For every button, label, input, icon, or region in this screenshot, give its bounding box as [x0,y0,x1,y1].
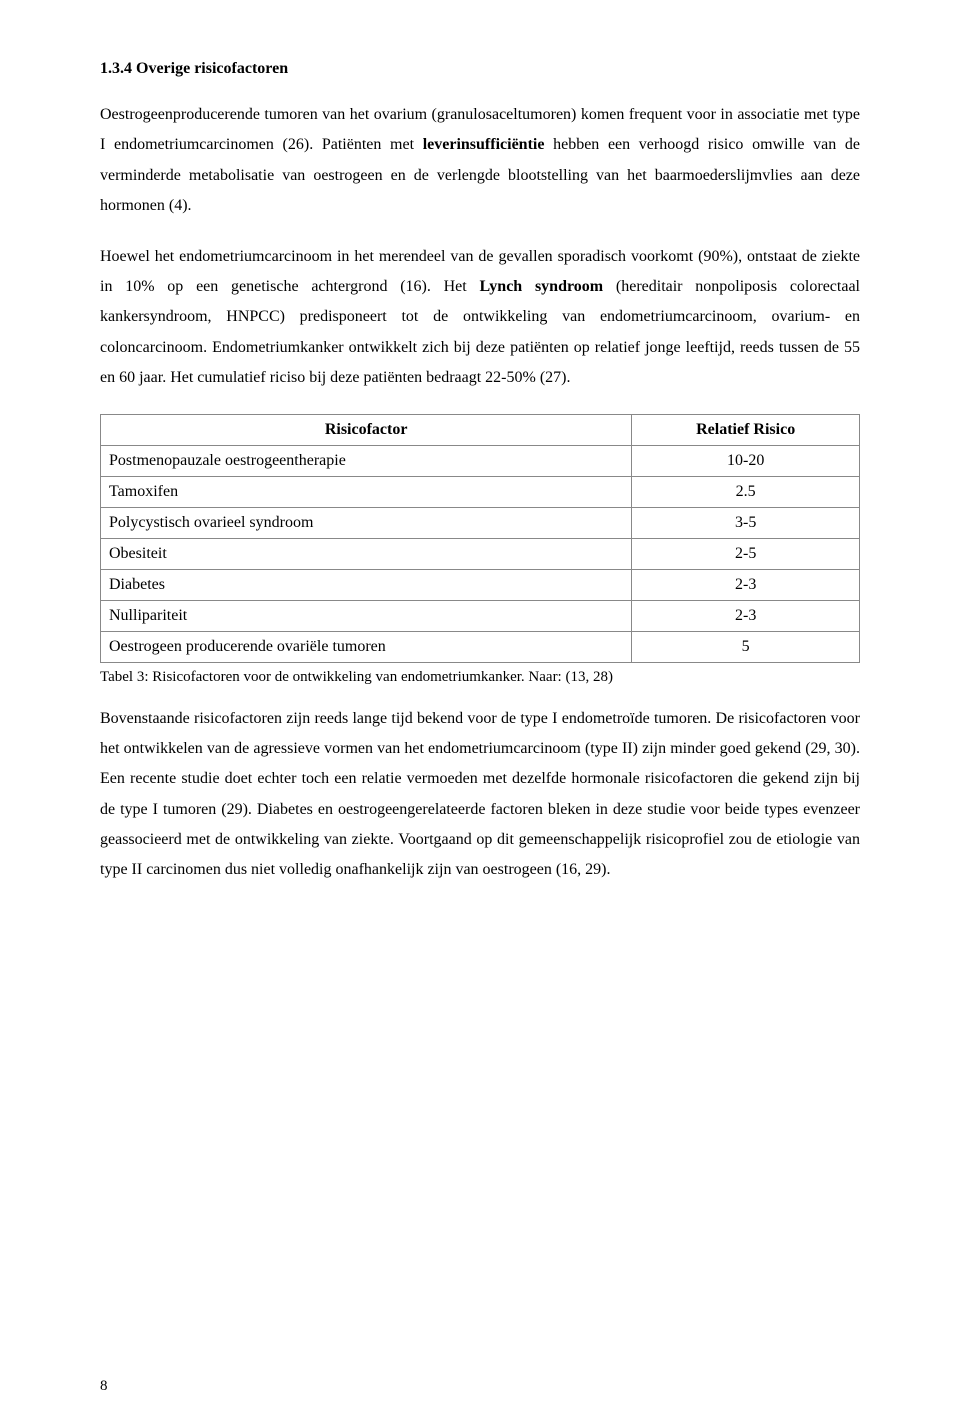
table-header-factor: Risicofactor [101,414,632,445]
paragraph-1: Oestrogeenproducerende tumoren van het o… [100,100,860,222]
para2-bold-term: Lynch syndroom [480,278,604,295]
para1-bold-term: leverinsufficiëntie [423,136,545,153]
table-cell-risk: 2.5 [632,476,860,507]
table-cell-factor: Postmenopauzale oestrogeentherapie [101,445,632,476]
table-row: Oestrogeen producerende ovariële tumoren… [101,631,860,662]
para1-text-1: Oestrogeenproducerende tumoren [100,106,318,123]
section-heading: 1.3.4 Overige risicofactoren [100,60,860,78]
table-cell-risk: 2-3 [632,569,860,600]
table-cell-factor: Oestrogeen producerende ovariële tumoren [101,631,632,662]
paragraph-2: Hoewel het endometriumcarcinoom in het m… [100,242,860,394]
table-header-risk: Relatief Risico [632,414,860,445]
table-cell-risk: 2-5 [632,538,860,569]
page-number: 8 [100,1378,108,1395]
table-row: Postmenopauzale oestrogeentherapie 10-20 [101,445,860,476]
table-row: Polycystisch ovarieel syndroom 3-5 [101,507,860,538]
table-cell-factor: Polycystisch ovarieel syndroom [101,507,632,538]
table-row: Tamoxifen 2.5 [101,476,860,507]
table-cell-risk: 2-3 [632,600,860,631]
table-row: Diabetes 2-3 [101,569,860,600]
document-page: 1.3.4 Overige risicofactoren Oestrogeenp… [0,0,960,1427]
table-row: Obesiteit 2-5 [101,538,860,569]
paragraph-3: Bovenstaande risicofactoren zijn reeds l… [100,704,860,886]
table-cell-factor: Obesiteit [101,538,632,569]
table-caption: Tabel 3: Risicofactoren voor de ontwikke… [100,669,860,686]
table-cell-risk: 5 [632,631,860,662]
table-cell-factor: Nullipariteit [101,600,632,631]
risk-factor-table: Risicofactor Relatief Risico Postmenopau… [100,414,860,663]
table-cell-risk: 10-20 [632,445,860,476]
table-row: Nullipariteit 2-3 [101,600,860,631]
table-cell-risk: 3-5 [632,507,860,538]
table-cell-factor: Diabetes [101,569,632,600]
table-header-row: Risicofactor Relatief Risico [101,414,860,445]
table-cell-factor: Tamoxifen [101,476,632,507]
